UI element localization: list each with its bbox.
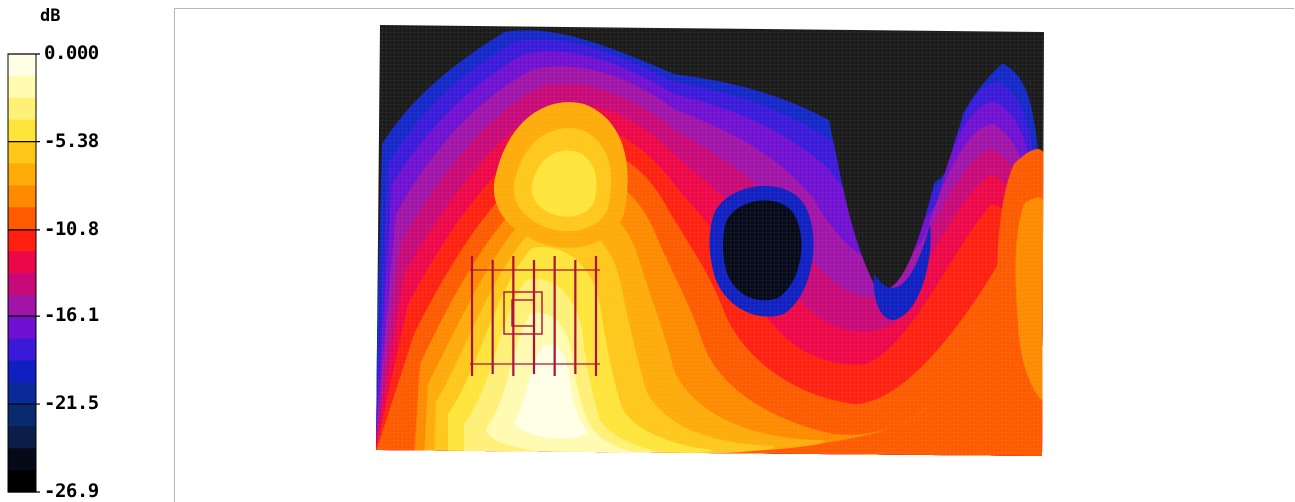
- colorbar-tick-label: -5.38: [44, 129, 99, 152]
- colorbar-band: [8, 185, 36, 208]
- colorbar-tick-label: -10.8: [44, 217, 99, 240]
- array-feed-box: [511, 299, 535, 327]
- colorbar-band: [8, 404, 36, 427]
- colorbar-tick-label: 0.000: [44, 42, 99, 64]
- colorbar-band: [8, 163, 36, 186]
- colorbar-band: [8, 426, 36, 449]
- heatmap-mesh: [376, 25, 1044, 456]
- colorbar-band: [8, 448, 36, 471]
- array-feed-box: [503, 291, 543, 335]
- colorbar-scale: [7, 53, 40, 493]
- colorbar-band: [8, 470, 36, 493]
- plot-frame: [174, 8, 1294, 502]
- colorbar-band: [8, 338, 36, 362]
- colorbar-band: [8, 382, 36, 405]
- colorbar-band: [8, 75, 36, 99]
- colorbar-band: [8, 273, 36, 296]
- colorbar-tick-label: -16.1: [44, 304, 99, 327]
- colorbar-band: [8, 229, 36, 252]
- colorbar: dB 0.000 -5.38 -10.8 -16.1 -21.5 -26.9: [0, 0, 160, 502]
- colorbar-band: [8, 316, 36, 340]
- colorbar-band: [8, 119, 36, 143]
- colorbar-band: [8, 97, 36, 121]
- colorbar-band: [8, 141, 36, 165]
- colorbar-tick-label: -21.5: [44, 392, 99, 415]
- colorbar-band: [8, 207, 36, 230]
- colorbar-tick-label: -26.9: [44, 480, 99, 502]
- colorbar-band: [8, 251, 36, 274]
- colorbar-unit-label: dB: [40, 6, 61, 26]
- colorbar-band: [8, 294, 36, 318]
- colorbar-band: [8, 54, 36, 77]
- colorbar-band: [8, 360, 36, 384]
- heatmap: [376, 25, 1044, 456]
